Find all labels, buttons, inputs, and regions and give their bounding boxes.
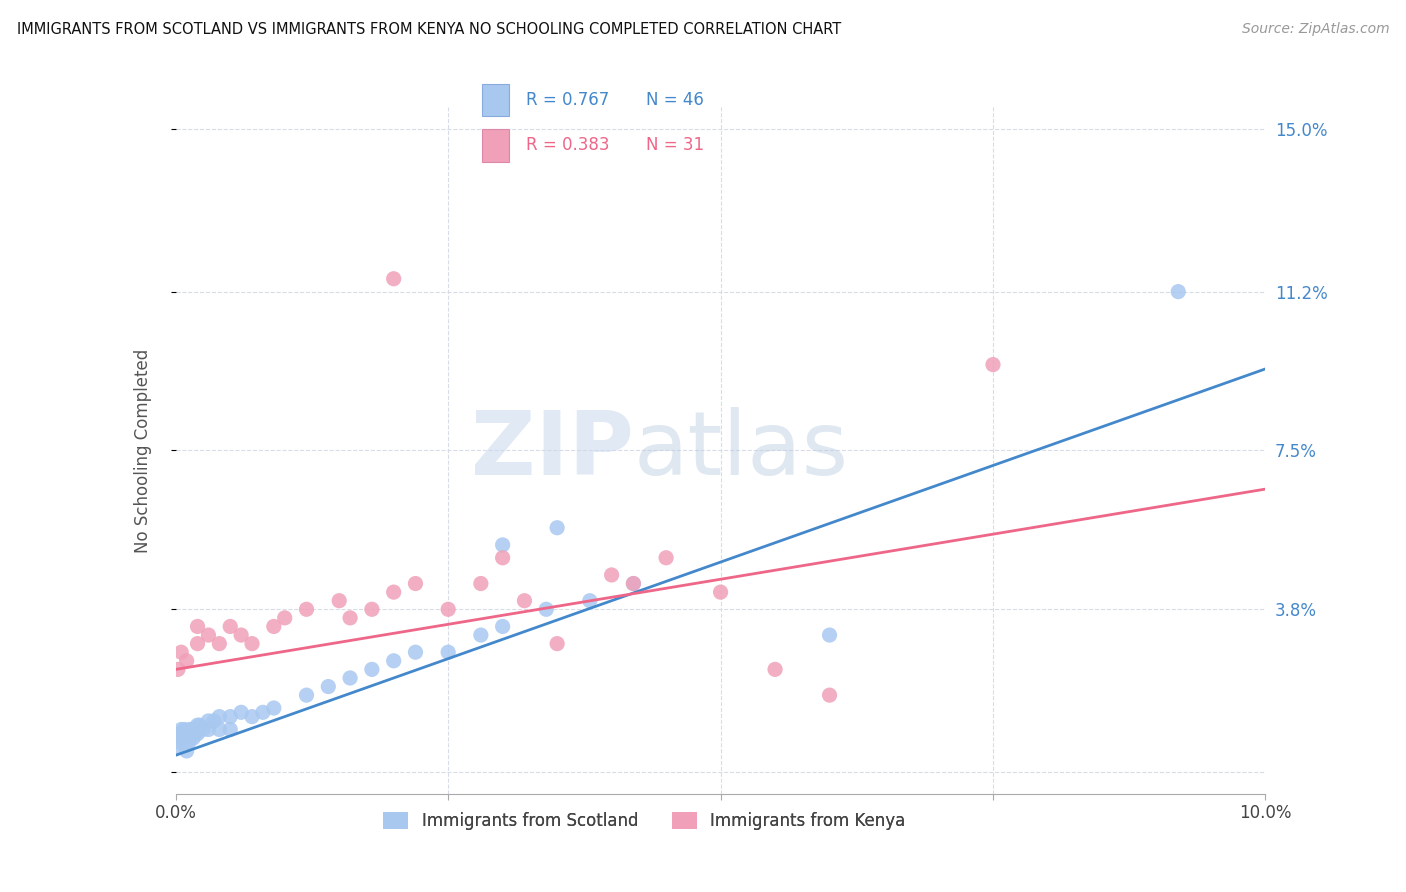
Point — [167, 727, 190, 741]
Point — [172, 727, 194, 741]
Point — [167, 739, 190, 754]
Point — [240, 637, 263, 651]
Point — [295, 688, 318, 702]
Point — [197, 714, 219, 728]
Point — [231, 706, 253, 720]
Point — [339, 611, 361, 625]
Point — [328, 593, 350, 607]
Point — [197, 723, 219, 737]
Point — [208, 723, 231, 737]
Point — [818, 688, 841, 702]
Point — [318, 680, 340, 694]
Point — [470, 628, 492, 642]
Text: N = 46: N = 46 — [647, 91, 704, 109]
Text: R = 0.767: R = 0.767 — [526, 91, 609, 109]
Point — [492, 538, 515, 552]
Point — [219, 619, 242, 633]
Point — [240, 709, 263, 723]
Point — [184, 727, 207, 741]
Y-axis label: No Schooling Completed: No Schooling Completed — [134, 349, 152, 552]
Point — [219, 709, 242, 723]
Point — [186, 727, 209, 741]
Point — [208, 637, 231, 651]
Point — [818, 628, 841, 642]
Point — [981, 358, 1004, 372]
Point — [176, 654, 198, 668]
Point — [405, 645, 427, 659]
Point — [405, 576, 427, 591]
Point — [191, 723, 214, 737]
Point — [172, 731, 194, 745]
Point — [167, 662, 190, 676]
Point — [546, 521, 568, 535]
Point — [295, 602, 318, 616]
Point — [231, 628, 253, 642]
Point — [382, 654, 405, 668]
Text: N = 31: N = 31 — [647, 136, 704, 154]
Point — [534, 602, 557, 616]
Point — [274, 611, 297, 625]
Point — [186, 718, 209, 732]
Point — [176, 727, 198, 741]
Point — [360, 662, 382, 676]
Point — [579, 593, 602, 607]
Point — [763, 662, 786, 676]
Point — [621, 576, 644, 591]
Point — [186, 637, 209, 651]
Point — [176, 744, 198, 758]
Point — [188, 718, 211, 732]
Point — [173, 723, 195, 737]
Point — [437, 602, 460, 616]
Point — [382, 585, 405, 599]
Point — [208, 709, 231, 723]
Point — [202, 714, 225, 728]
Point — [219, 723, 242, 737]
Text: ZIP: ZIP — [471, 407, 633, 494]
Point — [382, 271, 405, 285]
Point — [170, 645, 193, 659]
Point — [181, 723, 204, 737]
Point — [186, 619, 209, 633]
Point — [655, 550, 678, 565]
Point — [546, 637, 568, 651]
Text: Source: ZipAtlas.com: Source: ZipAtlas.com — [1241, 22, 1389, 37]
Point — [600, 568, 623, 582]
Point — [437, 645, 460, 659]
Legend: Immigrants from Scotland, Immigrants from Kenya: Immigrants from Scotland, Immigrants fro… — [377, 805, 912, 837]
Point — [252, 706, 274, 720]
Point — [263, 619, 285, 633]
Point — [492, 619, 515, 633]
Point — [179, 723, 201, 737]
Point — [174, 731, 197, 745]
FancyBboxPatch shape — [482, 128, 509, 161]
Point — [710, 585, 733, 599]
Point — [513, 593, 536, 607]
FancyBboxPatch shape — [482, 84, 509, 117]
Text: atlas: atlas — [633, 407, 849, 494]
Text: R = 0.383: R = 0.383 — [526, 136, 609, 154]
Point — [181, 731, 204, 745]
Point — [1167, 285, 1189, 299]
Point — [169, 735, 191, 749]
Point — [177, 735, 200, 749]
Point — [339, 671, 361, 685]
Point — [621, 576, 644, 591]
Point — [360, 602, 382, 616]
Text: IMMIGRANTS FROM SCOTLAND VS IMMIGRANTS FROM KENYA NO SCHOOLING COMPLETED CORRELA: IMMIGRANTS FROM SCOTLAND VS IMMIGRANTS F… — [17, 22, 841, 37]
Point — [263, 701, 285, 715]
Point — [470, 576, 492, 591]
Point — [492, 550, 515, 565]
Point — [197, 628, 219, 642]
Point — [170, 723, 193, 737]
